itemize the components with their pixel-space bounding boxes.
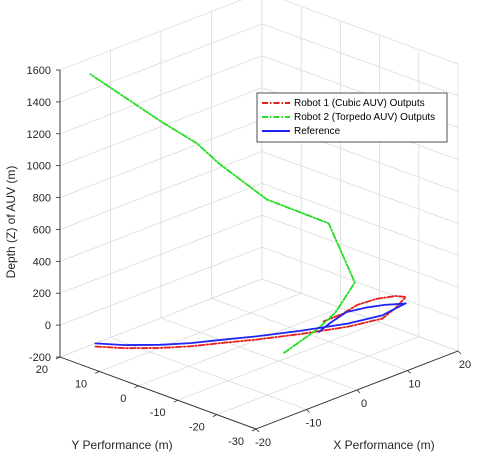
z-tick-label: 1400 xyxy=(27,97,51,109)
legend: Robot 1 (Cubic AUV) Outputs Robot 2 (Tor… xyxy=(256,92,448,143)
tick-labels: -20-1001020-30-20-1001020-20002004006008… xyxy=(27,65,472,449)
y-tick-label: -30 xyxy=(228,436,244,448)
series-line-robot2 xyxy=(89,73,356,354)
grid-line-z-wall-x xyxy=(261,278,459,352)
x-tick-label: -10 xyxy=(306,418,322,430)
z-tick-label: 1200 xyxy=(27,129,51,141)
grid-line-z-wall-x xyxy=(261,246,459,320)
y-tick-mark xyxy=(212,414,217,417)
grid-line-y-floor xyxy=(216,336,419,415)
legend-label-robot1: Robot 1 (Cubic AUV) Outputs xyxy=(294,98,425,109)
y-tick-mark xyxy=(134,385,139,389)
grid-line-z-wall-y xyxy=(59,55,263,135)
x-tick-mark xyxy=(457,350,462,355)
x-tick-mark xyxy=(255,428,260,433)
x-tick-mark xyxy=(407,370,411,374)
axis-panes xyxy=(60,0,458,429)
y-tick-label: 10 xyxy=(75,378,87,390)
x-tick-label: 10 xyxy=(408,379,420,391)
z-tick-label: 600 xyxy=(33,224,51,236)
x-tick-label: 0 xyxy=(361,398,367,410)
grid-line-x-floor xyxy=(110,337,307,410)
z-tick-label: 200 xyxy=(33,288,51,300)
grid-line-y-floor xyxy=(177,321,380,401)
x-tick-mark xyxy=(306,409,310,413)
back-pane-x xyxy=(262,0,458,351)
grid-line-z-wall-y xyxy=(59,23,263,103)
grid-line-z-wall-y xyxy=(59,278,263,358)
grid-line-z-wall-x xyxy=(261,214,459,288)
y-tick-mark xyxy=(95,371,100,374)
series-line-robot1 xyxy=(94,295,407,350)
y-tick-label: -10 xyxy=(150,407,166,419)
z-tick-label: 0 xyxy=(45,320,51,332)
series-line-reference xyxy=(94,302,407,347)
grid-line-z-wall-y xyxy=(59,214,263,294)
y-axis-label: Y Performance (m) xyxy=(71,438,172,452)
y-axis-line xyxy=(59,356,257,430)
x-tick-label: -20 xyxy=(255,437,271,449)
z-tick-label: 800 xyxy=(33,193,51,205)
grid-line-z-wall-x xyxy=(282,0,459,65)
grid-line-x-floor xyxy=(160,317,358,391)
grid-line-z-wall-x xyxy=(261,182,459,256)
grid-line-z-wall-y xyxy=(59,151,263,230)
x-tick-mark xyxy=(356,389,361,394)
grid-line-z-wall-x xyxy=(261,23,459,97)
y-tick-label: -20 xyxy=(189,422,205,434)
y-tick-mark xyxy=(251,428,257,432)
grid-line-y-floor xyxy=(138,307,341,387)
legend-label-robot2: Robot 2 (Torpedo AUV) Outputs xyxy=(294,112,435,123)
z-tick-label: 1000 xyxy=(27,161,51,173)
series-lines xyxy=(89,73,407,354)
x-tick-label: 20 xyxy=(459,359,471,371)
grid-line-z-wall-y xyxy=(59,119,263,198)
z-tick-label: -200 xyxy=(29,352,51,364)
y-tick-label: 0 xyxy=(120,393,126,405)
z-axis-label: Depth (Z) of AUV (m) xyxy=(4,166,18,279)
grid-line-z-wall-y xyxy=(59,87,263,167)
grid-line-z-wall-y xyxy=(59,0,243,71)
legend-label-reference: Reference xyxy=(294,126,341,137)
z-tick-label: 1600 xyxy=(27,65,51,77)
x-axis-label: X Performance (m) xyxy=(333,438,434,452)
grid-line-z-wall-y xyxy=(59,246,263,326)
y-tick-mark xyxy=(173,399,178,403)
y-tick-label: 20 xyxy=(36,364,48,376)
z-tick-label: 400 xyxy=(33,256,51,268)
grid-line-z-wall-y xyxy=(59,182,263,262)
grid-line-y-floor xyxy=(99,293,302,372)
grid-line-z-wall-x xyxy=(261,151,459,224)
